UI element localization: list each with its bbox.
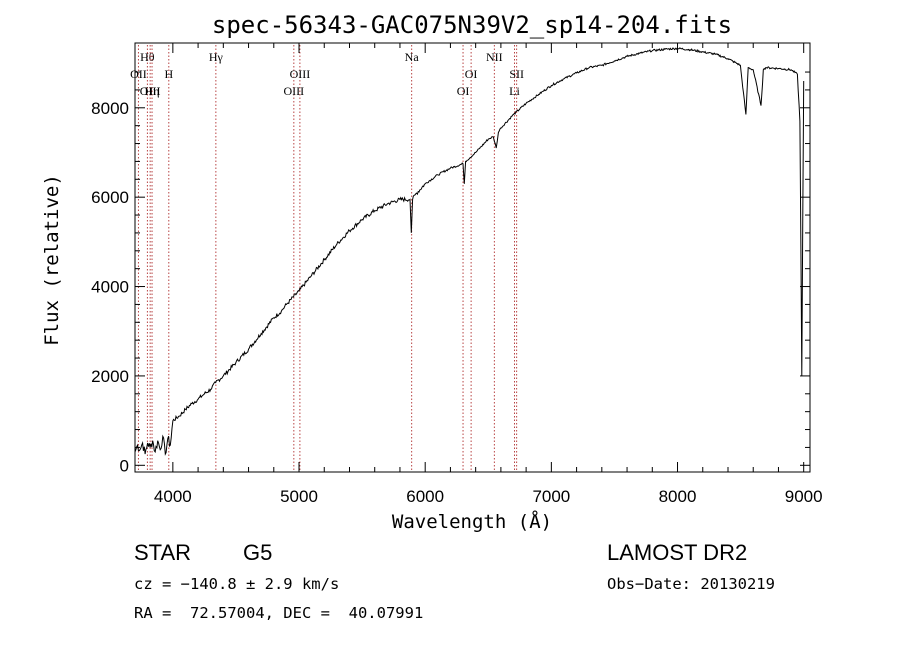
spectral-line-label: OII bbox=[130, 67, 147, 81]
y-axis-label: Flux (relative) bbox=[41, 174, 63, 346]
spectral-line-label: OIII bbox=[290, 67, 311, 81]
x-axis-label: Wavelength (Å) bbox=[392, 510, 552, 533]
redshift-velocity: cz = −140.8 ± 2.9 km/s bbox=[134, 575, 340, 593]
survey-name: LAMOST DR2 bbox=[607, 540, 748, 565]
spectral-line-label: OI bbox=[465, 67, 478, 81]
spectral-line-label: H bbox=[164, 67, 173, 81]
object-subclass: G5 bbox=[243, 540, 273, 565]
y-tick-label: 4000 bbox=[91, 278, 129, 297]
y-tick-label: 6000 bbox=[91, 188, 129, 207]
spectral-line-label: OIII bbox=[140, 84, 161, 98]
spectral-line-label: Hη bbox=[145, 84, 160, 98]
x-tick-label: 4000 bbox=[154, 487, 192, 506]
axis-ticks: 4000 5000 6000 7000 8000 9000 0 2000 4000 6000 800… bbox=[91, 43, 823, 506]
y-tick-label: 2000 bbox=[91, 367, 129, 386]
x-tick-label: 8000 bbox=[659, 487, 697, 506]
spectral-line-label: Hθ bbox=[140, 50, 155, 64]
plot-frame bbox=[134, 42, 811, 473]
spectral-line-label: NII bbox=[486, 50, 503, 64]
x-tick-label: 7000 bbox=[532, 487, 570, 506]
spectrum-series-line bbox=[134, 47, 805, 456]
y-tick-label: 0 bbox=[120, 456, 129, 475]
x-tick-label: 9000 bbox=[785, 487, 823, 506]
spectral-line-label: OIII bbox=[284, 84, 305, 98]
spectral-line-label: Li bbox=[509, 84, 520, 98]
x-tick-label: 5000 bbox=[280, 487, 318, 506]
spectral-line-label: Hγ bbox=[209, 50, 224, 64]
coordinates: RA = 72.57004, DEC = 40.07991 bbox=[134, 604, 424, 622]
spectral-line-label: SII bbox=[509, 67, 524, 81]
x-tick-label: 6000 bbox=[406, 487, 444, 506]
chart-title: spec-56343-GAC075N39V2_sp14-204.fits bbox=[212, 11, 732, 39]
y-tick-label: 8000 bbox=[91, 99, 129, 118]
spectral-line-label: Na bbox=[405, 50, 420, 64]
object-type: STAR bbox=[134, 540, 192, 565]
spectral-line-label: OI bbox=[457, 84, 470, 98]
observation-date: Obs−Date: 20130219 bbox=[607, 575, 775, 593]
